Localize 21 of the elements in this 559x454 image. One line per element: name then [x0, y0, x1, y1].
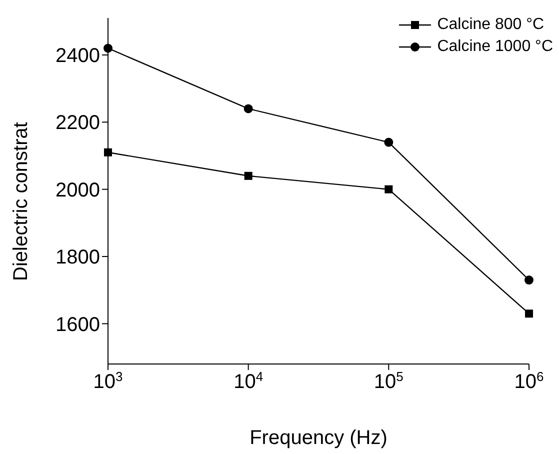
y-axis-title: Dielectric constrat: [10, 122, 32, 281]
y-tick-label: 2200: [56, 112, 100, 134]
x-tick-label: 10$^{6}$: [514, 368, 544, 393]
y-tick-label: 2000: [56, 179, 100, 202]
x-tick-label: 10$^{3}$: [93, 368, 123, 393]
point: [104, 148, 112, 156]
point: [384, 185, 393, 194]
point: [384, 138, 394, 147]
point: [244, 172, 252, 180]
point: [525, 310, 533, 318]
x-axis-title: Frequency (Hz): [250, 427, 388, 449]
y-tick-label: 1800: [56, 246, 100, 269]
point: [104, 44, 112, 53]
y-tick-label: 1600: [56, 314, 100, 336]
legend-label: Calcine 1000 °C: [437, 38, 553, 56]
y-tick-label: 2400: [56, 45, 100, 68]
x-tick-label: 10$^{4}$: [234, 368, 264, 393]
point: [244, 104, 253, 114]
legend-label: Calcine 800 °C: [437, 16, 544, 34]
point: [524, 276, 534, 285]
x-tick-label: 10$^{5}$: [374, 368, 404, 393]
